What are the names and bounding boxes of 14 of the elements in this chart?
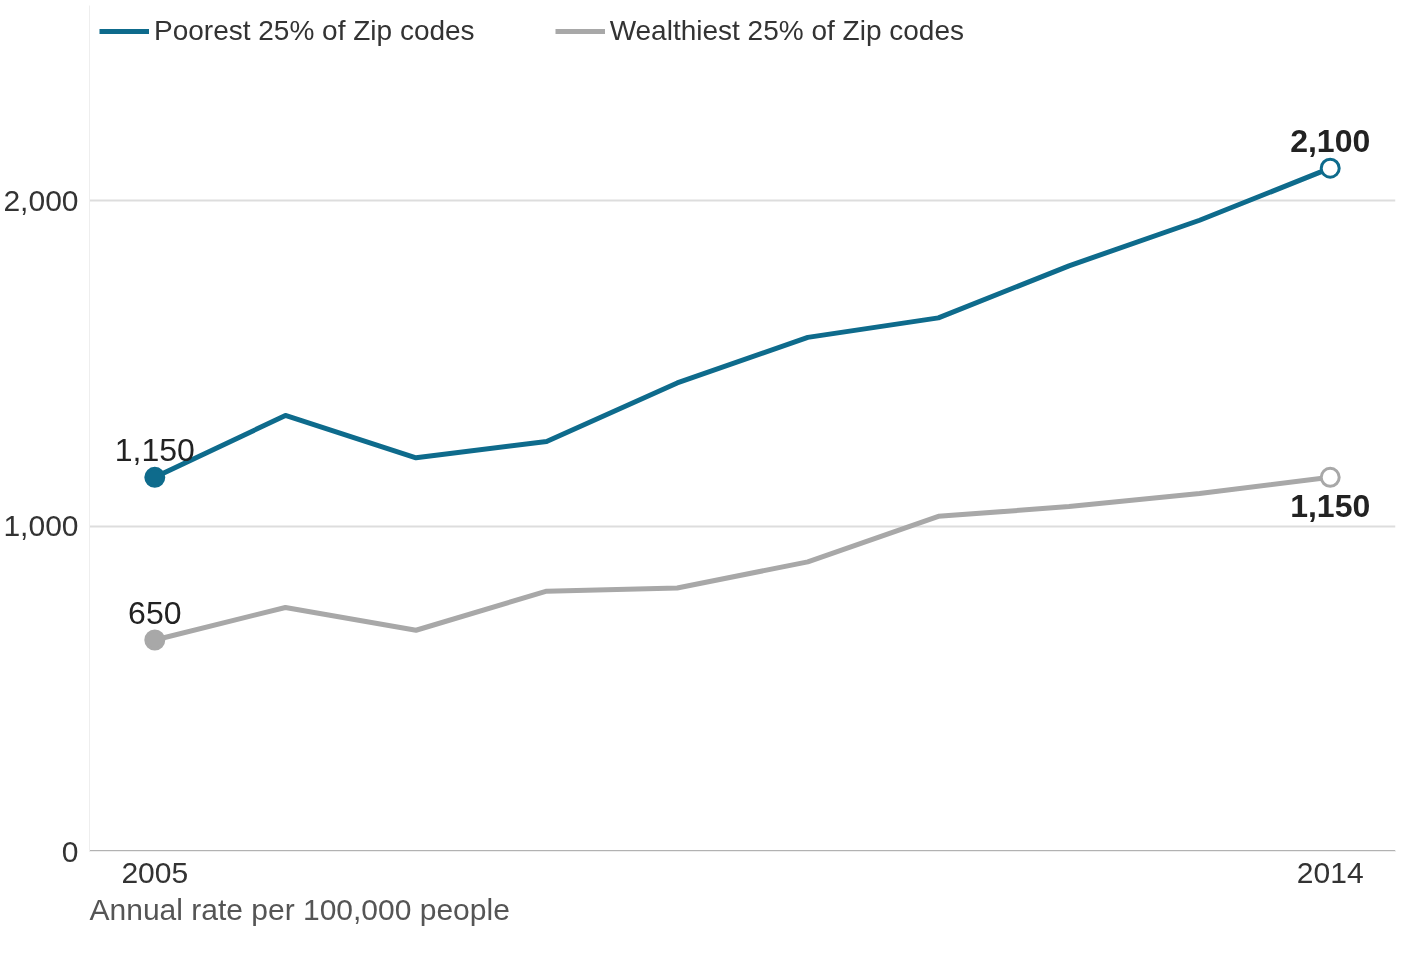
data-label: 650 bbox=[128, 595, 182, 631]
data-label: 2,100 bbox=[1290, 123, 1371, 160]
legend-label: Poorest 25% of Zip codes bbox=[154, 15, 475, 47]
x-tick-label: 2014 bbox=[1296, 855, 1364, 889]
point bbox=[144, 466, 166, 488]
data-label: 1,150 bbox=[1290, 488, 1371, 525]
text: Annual rate per 100,000 people bbox=[89, 892, 510, 926]
legend-label: Wealthiest 25% of Zip codes bbox=[609, 15, 964, 47]
data-label: 1,150 bbox=[114, 432, 195, 469]
x-tick-label: 2005 bbox=[121, 855, 189, 889]
y-tick-label: 2,000 bbox=[3, 183, 79, 217]
y-tick-label: 0 bbox=[61, 834, 79, 868]
point bbox=[144, 629, 166, 651]
y-tick-label: 1,000 bbox=[3, 509, 79, 543]
